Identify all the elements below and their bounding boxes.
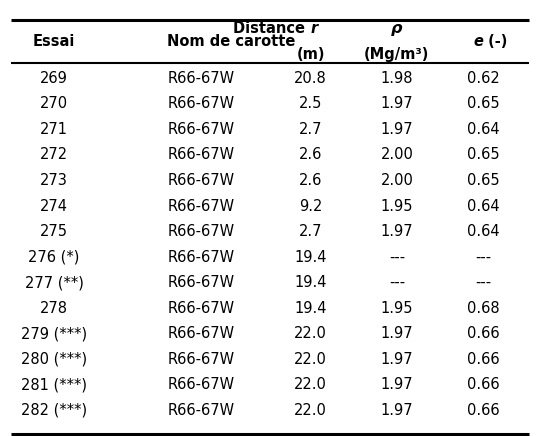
Text: 0.66: 0.66 — [467, 377, 500, 392]
Text: (m): (m) — [296, 47, 325, 62]
Text: R66-67W: R66-67W — [167, 173, 234, 188]
Text: 9.2: 9.2 — [299, 198, 322, 214]
Text: 22.0: 22.0 — [294, 377, 327, 392]
Text: 22.0: 22.0 — [294, 326, 327, 341]
Text: 0.65: 0.65 — [467, 173, 500, 188]
Text: 2.7: 2.7 — [299, 122, 322, 137]
Text: 1.97: 1.97 — [381, 96, 413, 112]
Text: R66-67W: R66-67W — [167, 275, 234, 290]
Text: R66-67W: R66-67W — [167, 300, 234, 316]
Text: Essai: Essai — [33, 34, 75, 49]
Text: 0.66: 0.66 — [467, 402, 500, 418]
Text: 1.95: 1.95 — [381, 300, 413, 316]
Text: ρ: ρ — [391, 21, 403, 36]
Text: ---: --- — [475, 249, 491, 265]
Text: 1.97: 1.97 — [381, 402, 413, 418]
Text: 277 (**): 277 (**) — [24, 275, 84, 290]
Text: R66-67W: R66-67W — [167, 96, 234, 112]
Text: 1.97: 1.97 — [381, 122, 413, 137]
Text: R66-67W: R66-67W — [167, 351, 234, 367]
Text: 0.68: 0.68 — [467, 300, 500, 316]
Text: 20.8: 20.8 — [294, 71, 327, 86]
Text: 1.97: 1.97 — [381, 351, 413, 367]
Text: 282 (***): 282 (***) — [21, 402, 87, 418]
Text: 0.65: 0.65 — [467, 96, 500, 112]
Text: 0.64: 0.64 — [467, 198, 500, 214]
Text: 2.5: 2.5 — [299, 96, 322, 112]
Text: 2.00: 2.00 — [381, 147, 413, 163]
Text: 2.6: 2.6 — [299, 173, 322, 188]
Text: 0.64: 0.64 — [467, 122, 500, 137]
Text: 269: 269 — [40, 71, 68, 86]
Text: R66-67W: R66-67W — [167, 122, 234, 137]
Text: 278: 278 — [40, 300, 68, 316]
Text: R66-67W: R66-67W — [167, 249, 234, 265]
Text: e: e — [474, 34, 483, 49]
Text: 274: 274 — [40, 198, 68, 214]
Text: ---: --- — [389, 275, 405, 290]
Text: 0.64: 0.64 — [467, 224, 500, 239]
Text: 19.4: 19.4 — [294, 300, 327, 316]
Text: (-): (-) — [483, 34, 508, 49]
Text: 22.0: 22.0 — [294, 402, 327, 418]
Text: 279 (***): 279 (***) — [21, 326, 87, 341]
Text: 19.4: 19.4 — [294, 249, 327, 265]
Text: 2.6: 2.6 — [299, 147, 322, 163]
Text: ---: --- — [475, 275, 491, 290]
Text: 271: 271 — [40, 122, 68, 137]
Text: R66-67W: R66-67W — [167, 402, 234, 418]
Text: 0.65: 0.65 — [467, 147, 500, 163]
Text: 280 (***): 280 (***) — [21, 351, 87, 367]
Text: r: r — [310, 21, 318, 36]
Text: R66-67W: R66-67W — [167, 198, 234, 214]
Text: R66-67W: R66-67W — [167, 377, 234, 392]
Text: Nom de carotte: Nom de carotte — [167, 34, 296, 49]
Text: 0.66: 0.66 — [467, 326, 500, 341]
Text: (Mg/m³): (Mg/m³) — [364, 47, 430, 62]
Text: ---: --- — [389, 249, 405, 265]
Text: R66-67W: R66-67W — [167, 147, 234, 163]
Text: 1.97: 1.97 — [381, 224, 413, 239]
Text: 1.98: 1.98 — [381, 71, 413, 86]
Text: 0.66: 0.66 — [467, 351, 500, 367]
Text: 272: 272 — [40, 147, 68, 163]
Text: R66-67W: R66-67W — [167, 326, 234, 341]
Text: R66-67W: R66-67W — [167, 71, 234, 86]
Text: 22.0: 22.0 — [294, 351, 327, 367]
Text: Distance: Distance — [233, 21, 310, 36]
Text: 273: 273 — [40, 173, 68, 188]
Text: 270: 270 — [40, 96, 68, 112]
Text: 1.95: 1.95 — [381, 198, 413, 214]
Text: R66-67W: R66-67W — [167, 224, 234, 239]
Text: 281 (***): 281 (***) — [21, 377, 87, 392]
Text: 1.97: 1.97 — [381, 377, 413, 392]
Text: 275: 275 — [40, 224, 68, 239]
Text: 19.4: 19.4 — [294, 275, 327, 290]
Text: 2.7: 2.7 — [299, 224, 322, 239]
Text: 276 (*): 276 (*) — [28, 249, 80, 265]
Text: 1.97: 1.97 — [381, 326, 413, 341]
Text: 2.00: 2.00 — [381, 173, 413, 188]
Text: 0.62: 0.62 — [467, 71, 500, 86]
